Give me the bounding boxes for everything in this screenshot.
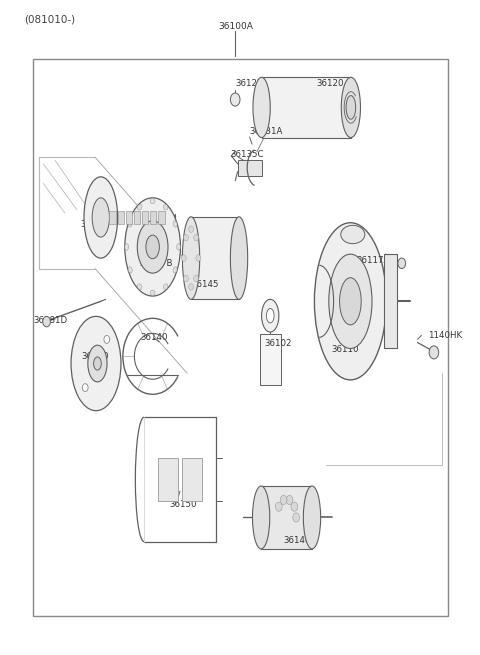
Ellipse shape <box>314 223 386 380</box>
Bar <box>384 254 397 348</box>
Text: 36145: 36145 <box>191 280 218 289</box>
Ellipse shape <box>262 299 279 332</box>
Circle shape <box>183 234 188 241</box>
Ellipse shape <box>253 77 270 138</box>
Ellipse shape <box>177 244 180 250</box>
Ellipse shape <box>230 217 248 299</box>
Circle shape <box>104 335 109 343</box>
Circle shape <box>276 502 282 512</box>
Text: 36170: 36170 <box>82 352 109 361</box>
Ellipse shape <box>346 96 356 119</box>
Ellipse shape <box>341 77 360 138</box>
Ellipse shape <box>137 284 142 290</box>
Ellipse shape <box>125 198 180 296</box>
Bar <box>260 334 281 385</box>
Bar <box>134 211 140 224</box>
Ellipse shape <box>303 486 321 549</box>
Bar <box>33 59 448 616</box>
Text: 36117A: 36117A <box>356 256 390 265</box>
Ellipse shape <box>163 204 168 210</box>
Circle shape <box>181 255 186 261</box>
Circle shape <box>196 255 201 261</box>
Ellipse shape <box>84 177 118 258</box>
Ellipse shape <box>137 221 168 273</box>
Text: 36146A: 36146A <box>283 536 317 545</box>
Ellipse shape <box>339 278 361 325</box>
Bar <box>150 211 156 224</box>
Text: 36100A: 36100A <box>218 22 253 31</box>
Text: 36181D: 36181D <box>34 316 68 326</box>
Ellipse shape <box>173 221 177 227</box>
Ellipse shape <box>266 309 274 323</box>
Text: 36110: 36110 <box>331 345 359 354</box>
Bar <box>118 211 124 224</box>
Ellipse shape <box>137 204 142 210</box>
Circle shape <box>291 502 298 512</box>
Ellipse shape <box>92 198 109 237</box>
Ellipse shape <box>252 486 270 549</box>
Circle shape <box>280 495 287 504</box>
Bar <box>142 211 148 224</box>
Bar <box>158 458 178 501</box>
Ellipse shape <box>128 267 132 273</box>
Ellipse shape <box>163 284 168 290</box>
Text: 36143A: 36143A <box>81 219 114 229</box>
Circle shape <box>293 513 300 522</box>
Circle shape <box>83 384 88 392</box>
Text: 36150: 36150 <box>169 500 196 509</box>
Circle shape <box>189 284 193 290</box>
Text: 1140HK: 1140HK <box>428 331 462 340</box>
Circle shape <box>43 316 50 327</box>
Text: (081010-): (081010-) <box>24 14 75 25</box>
Circle shape <box>286 495 293 504</box>
Ellipse shape <box>150 198 155 204</box>
Ellipse shape <box>341 225 365 244</box>
Circle shape <box>183 275 188 282</box>
Bar <box>262 77 351 138</box>
Text: 36131A: 36131A <box>250 126 283 136</box>
Circle shape <box>194 234 199 241</box>
Ellipse shape <box>94 357 101 370</box>
Bar <box>191 217 239 299</box>
Text: 36120: 36120 <box>317 79 344 88</box>
Text: 36140: 36140 <box>141 333 168 343</box>
Circle shape <box>429 346 439 359</box>
Ellipse shape <box>88 345 107 382</box>
Circle shape <box>398 258 406 269</box>
Ellipse shape <box>146 235 159 259</box>
Text: 36135C: 36135C <box>230 150 264 159</box>
Text: 36137B: 36137B <box>139 259 173 269</box>
Bar <box>158 211 165 224</box>
Bar <box>109 211 116 224</box>
Text: 36127: 36127 <box>235 79 263 88</box>
Ellipse shape <box>150 290 155 295</box>
Ellipse shape <box>71 316 121 411</box>
Ellipse shape <box>125 244 129 250</box>
Text: 36102: 36102 <box>264 339 291 348</box>
Ellipse shape <box>173 267 177 273</box>
Ellipse shape <box>128 221 132 227</box>
Circle shape <box>189 226 193 233</box>
Circle shape <box>194 275 199 282</box>
Bar <box>238 160 262 176</box>
Bar <box>182 458 202 501</box>
Circle shape <box>230 93 240 106</box>
Bar <box>126 211 132 224</box>
Ellipse shape <box>182 217 200 299</box>
Ellipse shape <box>329 254 372 348</box>
Bar <box>261 486 312 549</box>
